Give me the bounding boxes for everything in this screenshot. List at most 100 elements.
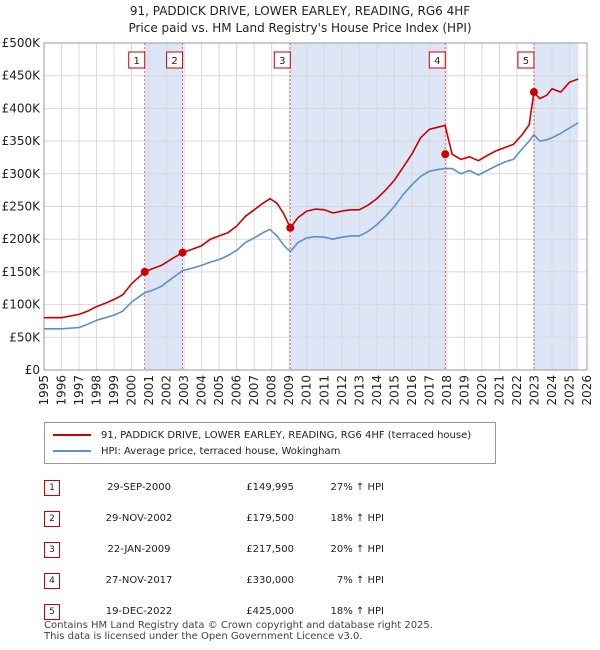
sale-marker-box-3 [273,51,291,69]
chart-title: 91, PADDICK DRIVE, LOWER EARLEY, READING… [129,4,471,18]
x-tick-label: 2022 [510,375,524,406]
x-tick-label: 2014 [370,375,384,406]
sale-marker-box-1 [128,51,146,69]
sale-hpi-change: 20% ↑ HPI [330,544,384,555]
x-tick-label: 2020 [475,375,489,406]
y-tick-label: £50K [9,330,41,344]
x-tick-label: 1998 [90,375,104,406]
legend-swatch-hpi [53,450,91,452]
y-tick-label: £400K [2,101,42,115]
footer: Contains HM Land Registry data © Crown c… [44,620,433,642]
sale-number: 2 [44,503,84,534]
sale-number-box: 2 [44,510,60,527]
y-tick-label: £500K [2,36,42,50]
sale-marker-label-4: 4 [434,56,440,67]
table-row: 2 29-NOV-2002 £179,500 18% ↑ HPI [44,503,384,534]
sale-point-4 [441,150,450,159]
sale-marker-label-2: 2 [171,56,177,67]
x-tick-label: 2017 [422,375,436,406]
x-tick-label: 1999 [107,375,121,406]
x-tick-label: 2024 [545,375,559,406]
y-tick-label: £200K [2,232,42,246]
x-tick-label: 1995 [37,375,51,406]
sale-marker-box-4 [428,51,446,69]
sale-hpi-change: 18% ↑ HPI [330,513,384,524]
x-tick-label: 2016 [405,375,419,406]
legend-swatch-property [53,434,91,436]
sale-marker-label-3: 3 [279,56,285,67]
footer-licence: This data is licensed under the Open Gov… [44,631,363,642]
sale-price: £217,500 [246,544,294,555]
legend-label-hpi: HPI: Average price, terraced house, Woki… [101,446,341,457]
x-tick-label: 2019 [457,375,471,406]
chart-subtitle: Price paid vs. HM Land Registry's House … [128,21,472,35]
x-tick-label: 2011 [317,375,331,406]
x-tick-label: 2003 [177,375,191,406]
sale-date: 29-NOV-2002 [105,513,173,524]
x-tick-label: 2008 [265,375,279,406]
x-tick-label: 2021 [492,375,506,406]
x-tick-label: 2004 [195,375,209,406]
sale-date: 29-SEP-2000 [107,482,171,493]
y-tick-label: £350K [2,134,42,148]
sale-number-box: 5 [44,603,60,620]
x-tick-label: 2018 [440,375,454,406]
sale-point-1 [140,267,149,276]
sale-hpi-change: 7% ↑ HPI [336,575,384,586]
x-tick-label: 1997 [72,375,86,406]
hpi-line [44,122,579,330]
sale-number: 5 [44,596,84,627]
sale-number-box: 4 [44,572,60,589]
sale-marker-box-5 [517,51,535,69]
legend-item-hpi: HPI: Average price, terraced house, Woki… [53,445,340,459]
footer-copyright: Contains HM Land Registry data © Crown c… [44,620,433,631]
x-tick-label: 2026 [580,375,594,406]
x-tick-label: 2023 [527,375,541,406]
table-row: 1 29-SEP-2000 £149,995 27% ↑ HPI [44,472,384,503]
sale-number: 1 [44,472,84,503]
y-tick-label: £250K [2,200,42,214]
sale-date: 27-NOV-2017 [105,575,173,586]
table-row: 4 27-NOV-2017 £330,000 7% ↑ HPI [44,565,384,596]
sale-point-5 [529,88,538,97]
y-tick-label: £150K [2,265,42,279]
x-tick-label: 2025 [562,375,576,406]
legend-item-property: 91, PADDICK DRIVE, LOWER EARLEY, READING… [53,429,471,443]
x-tick-label: 2010 [300,375,314,406]
x-tick-label: 2009 [282,375,296,406]
sale-price: £149,995 [246,482,294,493]
sale-price: £179,500 [246,513,294,524]
sale-marker-label-5: 5 [523,56,529,67]
plot-border [43,42,588,371]
y-tick-label: £450K [2,69,42,83]
y-tick-label: £100K [2,298,42,312]
x-tick-label: 2012 [335,375,349,406]
x-tick-label: 2015 [387,375,401,406]
y-tick-label: £0 [25,363,40,377]
table-row: 5 19-DEC-2022 £425,000 18% ↑ HPI [44,596,384,627]
sale-hpi-change: 27% ↑ HPI [330,482,384,493]
sale-number-box: 3 [44,541,60,558]
x-tick-label: 2000 [125,375,139,406]
legend: 91, PADDICK DRIVE, LOWER EARLEY, READING… [44,422,496,464]
table-row: 3 22-JAN-2009 £217,500 20% ↑ HPI [44,534,384,565]
sale-number: 3 [44,534,84,565]
x-tick-label: 2007 [247,375,261,406]
price-chart: £0 £50K £100K £150K £200K £250K £300K £350K £400… [2,36,594,406]
sales-table: 1 29-SEP-2000 £149,995 27% ↑ HPI 2 29-NOV-200… [44,472,384,627]
sale-date: 19-DEC-2022 [105,606,173,617]
x-tick-label: 2002 [160,375,174,406]
sale-marker-label-1: 1 [134,56,140,67]
x-tick-label: 2005 [212,375,226,406]
x-tick-label: 2001 [142,375,156,406]
sale-point-2 [178,248,187,257]
sale-date: 22-JAN-2009 [107,544,171,555]
x-tick-label: 2006 [230,375,244,406]
sale-number: 4 [44,565,84,596]
sale-price: £330,000 [246,575,294,586]
x-tick-label: 2013 [352,375,366,406]
legend-label-property: 91, PADDICK DRIVE, LOWER EARLEY, READING… [101,430,472,441]
y-tick-label: £300K [2,167,42,181]
sale-price: £425,000 [246,606,294,617]
sale-marker-box-2 [166,51,184,69]
